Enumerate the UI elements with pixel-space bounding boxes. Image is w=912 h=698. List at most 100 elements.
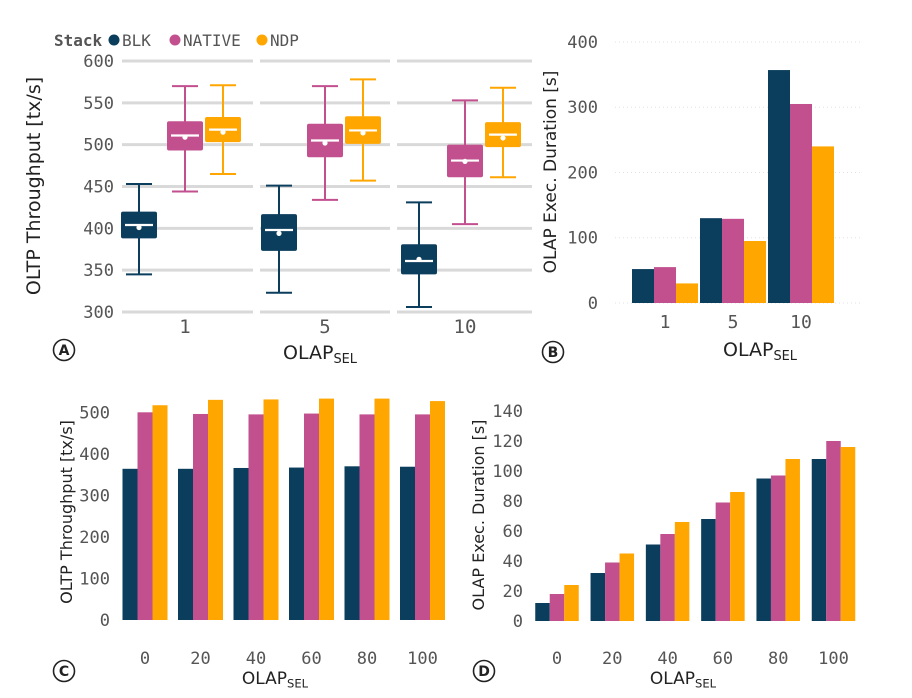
panel-label-b: B xyxy=(541,340,565,364)
panel-label-circle xyxy=(52,338,76,362)
x-axis-label-a: OLAPSEL xyxy=(283,342,358,367)
x-tick-label: 100 xyxy=(818,649,849,669)
x-axis-title: OLAPSEL xyxy=(723,339,798,364)
bar-blk-100 xyxy=(811,459,827,621)
y-tick-label: 550 xyxy=(83,94,114,114)
y-tick-label: 600 xyxy=(83,52,114,72)
bar-ndp-5 xyxy=(744,241,766,303)
bar-ndp-0 xyxy=(152,405,168,620)
bar-native-40 xyxy=(660,534,675,621)
bar-ndp-80 xyxy=(785,459,800,621)
y-tick-label: 120 xyxy=(492,432,523,452)
y-tick-label: 500 xyxy=(79,403,110,423)
x-tick-label: 20 xyxy=(190,649,210,669)
bar-native-5 xyxy=(722,218,744,303)
mean-point xyxy=(462,158,468,164)
box-ndp-5 xyxy=(345,78,381,182)
x-tick-label: 5 xyxy=(319,316,330,338)
y-tick-label: 500 xyxy=(83,136,114,156)
mean-point xyxy=(220,129,226,135)
box-ndp-10 xyxy=(485,86,521,179)
legend-swatch-blk xyxy=(108,34,120,46)
box-ndp-1 xyxy=(205,84,241,175)
bar-blk-60 xyxy=(289,467,304,620)
y-tick-label: 80 xyxy=(503,492,523,512)
panel-d: 0 20 40 60 80 100 120 140 0 20 40 60 80 100 xyxy=(492,402,856,669)
y-tick-label: 300 xyxy=(83,303,114,323)
bar-blk-20 xyxy=(178,468,193,620)
x-tick-label: 0 xyxy=(552,649,562,669)
bar-blk-60 xyxy=(701,519,716,621)
box-native-1 xyxy=(167,85,203,193)
y-tick-label: 0 xyxy=(100,611,110,631)
y-tick-label: 300 xyxy=(79,486,110,506)
x-axis-label-c: OLAPSEL xyxy=(242,669,309,691)
x-tick-label: 20 xyxy=(602,649,622,669)
box-native-10 xyxy=(447,99,483,226)
panel-a: 300 350 400 450 500 550 600 1 5 10 xyxy=(83,52,532,338)
bar-blk-0 xyxy=(535,603,550,621)
bar-ndp-40 xyxy=(263,399,279,620)
x-tick-label: 40 xyxy=(657,649,677,669)
bar-native-80 xyxy=(770,475,786,621)
bar-native-60 xyxy=(715,502,731,621)
y-tick-label: 350 xyxy=(83,261,114,281)
panel-label-d: D xyxy=(472,659,496,683)
mean-point xyxy=(416,256,422,262)
y-tick-label: 200 xyxy=(567,163,598,183)
mean-point xyxy=(322,140,328,146)
legend-title: Stack xyxy=(54,31,103,50)
y-tick-label: 100 xyxy=(79,569,110,589)
legend-label-blk: BLK xyxy=(122,31,151,50)
legend-label-native: NATIVE xyxy=(183,31,241,50)
panel-label-c: C xyxy=(52,659,76,683)
bar-blk-80 xyxy=(344,466,360,620)
x-tick-label: 5 xyxy=(728,312,739,333)
bar-ndp-20 xyxy=(619,553,635,621)
y-tick-label: 450 xyxy=(83,178,114,198)
bar-ndp-10 xyxy=(812,146,834,303)
panel-label-text: D xyxy=(478,664,490,680)
bar-native-20 xyxy=(605,562,620,621)
y-tick-label: 100 xyxy=(567,229,598,249)
x-axis-title: OLAPSEL xyxy=(283,342,358,367)
box-blk-10 xyxy=(401,201,437,308)
y-tick-label: 100 xyxy=(492,462,523,482)
panel-label-circle xyxy=(541,340,565,364)
bar-blk-0 xyxy=(122,468,138,620)
bar-blk-80 xyxy=(756,478,771,621)
x-tick-label: 10 xyxy=(454,316,477,338)
x-axis-label-d: OLAPSEL xyxy=(650,669,717,691)
bar-native-0 xyxy=(549,594,565,621)
bar-ndp-100 xyxy=(840,447,856,621)
y-axis-title-b: OLAP Exec. Duration [s] xyxy=(541,71,561,274)
box-native-5 xyxy=(307,85,343,201)
y-tick-label: 0 xyxy=(588,294,598,314)
panel-label-circle xyxy=(52,659,76,683)
panel-label-a: A xyxy=(52,338,76,362)
bar-native-40 xyxy=(248,414,264,620)
bar-ndp-40 xyxy=(674,522,690,621)
y-tick-label: 40 xyxy=(503,552,523,572)
legend: Stack BLK NATIVE NDP xyxy=(54,31,299,50)
bar-ndp-80 xyxy=(374,398,390,620)
bar-native-0 xyxy=(137,412,153,620)
x-axis-title: OLAPSEL xyxy=(242,669,309,691)
bar-ndp-100 xyxy=(430,401,445,620)
bar-ndp-0 xyxy=(564,585,579,621)
x-axis-title: OLAPSEL xyxy=(650,669,717,691)
mean-point xyxy=(360,130,366,136)
mean-point xyxy=(136,224,142,231)
bar-blk-1 xyxy=(632,269,654,303)
y-tick-label: 140 xyxy=(492,402,523,422)
bar-native-100 xyxy=(826,441,841,621)
x-tick-label: 0 xyxy=(140,649,150,669)
x-tick-label: 80 xyxy=(768,649,788,669)
x-tick-label: 40 xyxy=(246,649,266,669)
bar-ndp-60 xyxy=(730,492,745,621)
x-tick-label: 10 xyxy=(790,312,812,333)
box-blk-5 xyxy=(261,184,297,294)
bar-ndp-1 xyxy=(676,283,698,303)
bar-blk-10 xyxy=(768,70,790,304)
